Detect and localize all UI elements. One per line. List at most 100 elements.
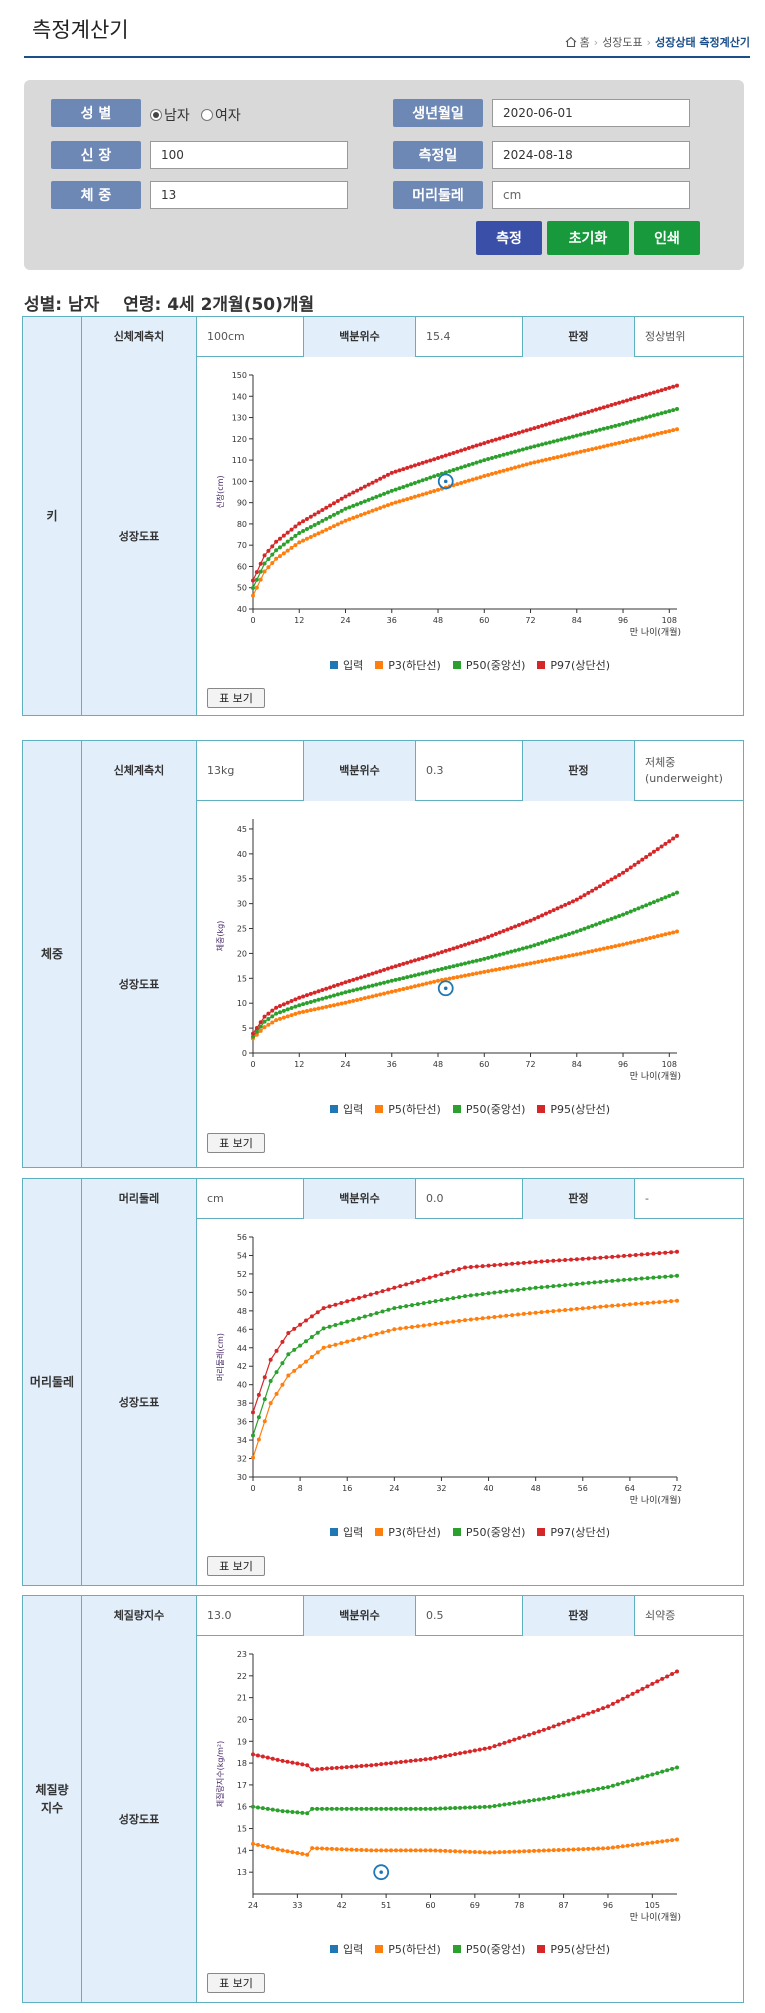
series-point-low (251, 1455, 255, 1460)
series-point-low (424, 491, 429, 496)
series-point-mid (447, 965, 452, 970)
series-point-mid (657, 1275, 662, 1280)
series-point-high (277, 536, 282, 541)
legend-high: P95(상단선) (550, 1943, 610, 1956)
section-weight: 체중 신체계측치 13kg 백분위수 0.3 판정 저체중 (underweig… (22, 740, 744, 1168)
series-point-low (644, 936, 649, 941)
series-point-low (386, 1328, 391, 1333)
height-input[interactable]: 100 (150, 141, 348, 169)
series-point-mid (605, 1785, 610, 1790)
series-point-low (489, 968, 494, 973)
sex-radio-female[interactable]: 여자 (201, 105, 241, 125)
table-view-button[interactable]: 표 보기 (207, 688, 265, 708)
series-point-low (582, 950, 587, 955)
series-point-mid (527, 1798, 532, 1803)
series-point-mid (498, 1289, 503, 1294)
series-point-low (289, 1013, 294, 1018)
female-label: 여자 (215, 108, 241, 124)
series-point-low (522, 1849, 527, 1854)
series-point-high (613, 401, 618, 406)
series-point-high (667, 839, 672, 844)
series-point-low (636, 938, 641, 943)
series-point-low (667, 931, 672, 936)
series-point-low (345, 1339, 350, 1344)
series-point-low (543, 958, 548, 963)
series-point-low (493, 470, 498, 475)
series-point-low (418, 1848, 423, 1853)
series-point-mid (412, 973, 417, 978)
reset-button[interactable]: 초기화 (547, 221, 629, 255)
series-point-low (297, 540, 302, 545)
series-point-high (423, 1757, 428, 1762)
series-point-high (408, 1758, 413, 1763)
series-point-low (366, 510, 371, 515)
series-point-high (270, 1008, 275, 1013)
series-point-low (401, 987, 406, 992)
birth-input[interactable]: 2020-06-01 (492, 99, 690, 127)
x-axis-label: 만 나이(개월) (630, 1911, 681, 1923)
series-point-high (463, 447, 467, 452)
measure-button[interactable]: 측정 (476, 221, 542, 255)
series-point-high (594, 886, 599, 891)
series-point-mid (517, 1800, 522, 1805)
percentile-header: 백분위수 (304, 317, 416, 357)
breadcrumb-growth-chart[interactable]: 성장도표 (602, 36, 643, 49)
x-tick-label: 60 (479, 1060, 489, 1069)
series-point-mid (510, 1288, 515, 1293)
series-point-high (657, 1251, 662, 1256)
series-point-mid (574, 1282, 579, 1286)
series-point-mid (486, 457, 491, 462)
series-point-high (581, 1713, 586, 1718)
home-icon[interactable] (565, 36, 577, 48)
series-point-high (366, 482, 371, 487)
chart-area: 13 14 15 16 17 18 19 20 21 22 23 24 33 42 51 60 69 78 87 96… (197, 1636, 743, 2002)
series-point-mid (651, 900, 656, 905)
series-point-mid (393, 487, 398, 492)
y-tick-label: 36 (237, 1418, 247, 1427)
series-point-mid (439, 966, 444, 971)
series-point-mid (621, 912, 626, 917)
date-input[interactable]: 2024-08-18 (492, 141, 690, 169)
series-point-high (347, 492, 352, 497)
series-point-mid (270, 1014, 275, 1019)
print-button[interactable]: 인쇄 (634, 221, 700, 255)
series-point-low (315, 1846, 320, 1851)
y-tick-label: 17 (237, 1781, 247, 1790)
table-view-button[interactable]: 표 보기 (207, 1973, 265, 1993)
series-point-low (622, 1302, 626, 1307)
x-tick-label: 24 (340, 616, 350, 625)
series-point-high (281, 533, 286, 538)
series-point-high (447, 452, 452, 457)
series-point-mid (398, 1305, 403, 1310)
series-point-low (368, 1333, 373, 1338)
result-summary: 성별: 남자 연령: 4세 2개월(50)개월 (24, 290, 332, 315)
series-point-high (370, 971, 375, 976)
series-point-mid (457, 1295, 462, 1300)
series-point-mid (541, 1796, 546, 1801)
series-point-high (285, 530, 290, 535)
series-point-high (513, 924, 518, 929)
radio-female-icon[interactable] (201, 109, 213, 121)
series-point-mid (569, 1282, 573, 1287)
table-view-button[interactable]: 표 보기 (207, 1133, 265, 1153)
series-point-low (567, 953, 572, 958)
series-point-high (358, 486, 363, 491)
series-point-mid (667, 409, 672, 414)
series-point-mid (358, 500, 363, 505)
table-view-button[interactable]: 표 보기 (207, 1556, 265, 1576)
sex-radio-male[interactable]: 남자 (150, 105, 190, 125)
series-point-high (310, 1767, 315, 1772)
series-point-low (547, 456, 552, 461)
series-point-high (301, 994, 306, 999)
series-point-low (358, 997, 363, 1002)
weight-input[interactable]: 13 (150, 181, 348, 209)
y-tick-label: 42 (237, 1362, 247, 1371)
series-point-high (675, 1669, 679, 1674)
series-point-low (655, 1839, 660, 1844)
breadcrumb-home[interactable]: 홈 (579, 36, 590, 49)
head-input[interactable]: cm (492, 181, 690, 209)
series-point-mid (345, 1319, 350, 1324)
series-point-high (601, 405, 606, 410)
radio-male-icon[interactable] (150, 109, 162, 121)
chart-label: 성장도표 (82, 801, 197, 1167)
